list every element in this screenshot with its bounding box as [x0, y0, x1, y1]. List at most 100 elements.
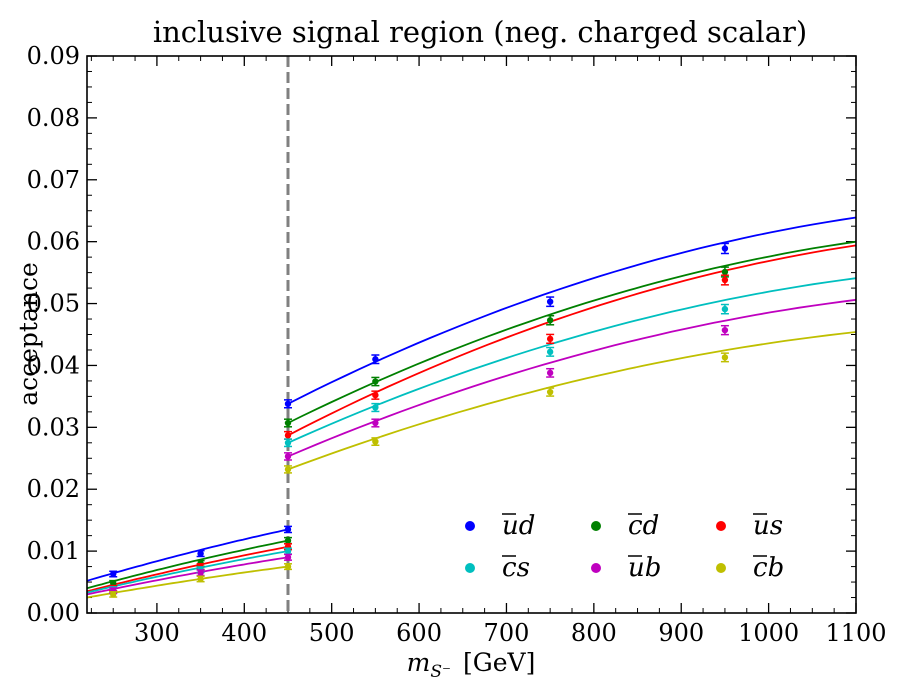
- point-marker: [284, 526, 292, 533]
- data-point: [283, 438, 292, 448]
- fit-curves: [86, 216, 857, 599]
- x-tick-label: 700: [484, 619, 530, 647]
- y-tick-label: 0.05: [27, 290, 80, 318]
- fit-curve-low: [86, 550, 289, 594]
- fit-curve-low: [86, 545, 289, 593]
- fit-curve-high: [287, 298, 857, 458]
- legend-label-partner: b: [645, 553, 662, 583]
- legend-label-partner: b: [768, 553, 785, 583]
- point-marker: [721, 268, 729, 276]
- point-marker: [546, 348, 554, 356]
- fit-curve-high: [287, 216, 857, 405]
- x-axis-label-main: m: [407, 648, 431, 677]
- legend-item: ud: [465, 511, 535, 541]
- fit-curve-low: [86, 556, 289, 596]
- data-point: [720, 352, 729, 363]
- data-point: [196, 575, 205, 583]
- x-tick-label: 300: [134, 619, 180, 647]
- x-tick-label: 1100: [825, 619, 886, 647]
- legend-item: us: [716, 511, 783, 541]
- y-tick-label: 0.06: [27, 228, 80, 256]
- point-marker: [284, 563, 292, 570]
- y-tick-label: 0.08: [27, 104, 80, 132]
- fit-curve-low: [86, 565, 289, 599]
- point-marker: [284, 453, 292, 460]
- data-points: [109, 242, 729, 598]
- plot-frame: [86, 55, 857, 614]
- data-point: [546, 333, 555, 344]
- point-marker: [110, 591, 117, 598]
- x-tick-label: 900: [658, 619, 704, 647]
- y-axis-label: acceptance: [14, 262, 43, 406]
- x-axis-label-unit: [GeV]: [463, 648, 535, 677]
- legend-label: cd: [628, 511, 659, 541]
- legend-item: cs: [465, 553, 530, 583]
- point-marker: [546, 335, 554, 343]
- legend-label-quark: u: [502, 511, 519, 541]
- data-point: [720, 274, 729, 286]
- y-tick-label: 0.00: [27, 599, 80, 627]
- x-tick-label: 800: [571, 619, 617, 647]
- legend-item: ub: [591, 553, 661, 583]
- point-marker: [284, 554, 292, 561]
- data-point: [371, 418, 380, 428]
- fit-curve-high: [287, 244, 857, 437]
- data-point: [196, 569, 205, 577]
- y-tick-label: 0.02: [27, 475, 80, 503]
- data-point: [109, 591, 118, 598]
- point-marker: [372, 419, 379, 427]
- legend-item: cb: [716, 553, 784, 583]
- legend-marker: [716, 563, 726, 573]
- data-point: [546, 346, 555, 357]
- data-point: [283, 430, 292, 440]
- y-tick-label: 0.09: [27, 42, 80, 70]
- point-marker: [721, 354, 729, 361]
- data-point: [546, 387, 555, 397]
- point-marker: [197, 575, 204, 583]
- legend-item: cd: [591, 511, 659, 541]
- point-marker: [284, 537, 292, 544]
- legend-label-quark: u: [753, 511, 770, 541]
- fit-curve-low: [86, 539, 289, 590]
- legend-marker: [465, 521, 475, 531]
- legend-label-partner: s: [517, 553, 530, 583]
- data-point: [283, 525, 292, 534]
- x-tick-label: 600: [396, 619, 442, 647]
- legend-label: cs: [502, 553, 530, 583]
- data-point: [371, 376, 380, 387]
- x-tick-label: 500: [309, 619, 355, 647]
- legend-label-partner: s: [770, 511, 783, 541]
- data-point: [546, 296, 555, 308]
- point-marker: [284, 466, 292, 473]
- data-point: [371, 390, 380, 400]
- data-point: [720, 303, 729, 315]
- point-marker: [197, 569, 204, 576]
- x-tick-label: 1000: [738, 619, 799, 647]
- legend-label-quark: u: [628, 553, 645, 583]
- legend-label-quark: c: [502, 553, 517, 583]
- point-marker: [372, 438, 379, 445]
- data-point: [371, 402, 380, 413]
- data-point: [283, 418, 292, 428]
- data-point: [283, 536, 292, 545]
- point-marker: [197, 550, 204, 557]
- legend-label-partner: d: [643, 511, 660, 541]
- data-point: [546, 314, 555, 326]
- y-tick-label: 0.03: [27, 413, 80, 441]
- legend-label: ub: [628, 553, 661, 583]
- data-point: [546, 367, 555, 378]
- legend-marker: [716, 521, 726, 531]
- fit-curve-high: [287, 331, 857, 471]
- point-marker: [546, 298, 554, 305]
- point-marker: [546, 369, 554, 377]
- point-marker: [546, 388, 554, 396]
- legend-label-quark: c: [628, 511, 643, 541]
- data-point: [371, 437, 380, 446]
- x-tick-label: 400: [221, 619, 267, 647]
- y-tick-label: 0.07: [27, 166, 80, 194]
- data-point: [371, 354, 380, 365]
- data-point: [196, 549, 205, 558]
- legend-label: us: [753, 511, 783, 541]
